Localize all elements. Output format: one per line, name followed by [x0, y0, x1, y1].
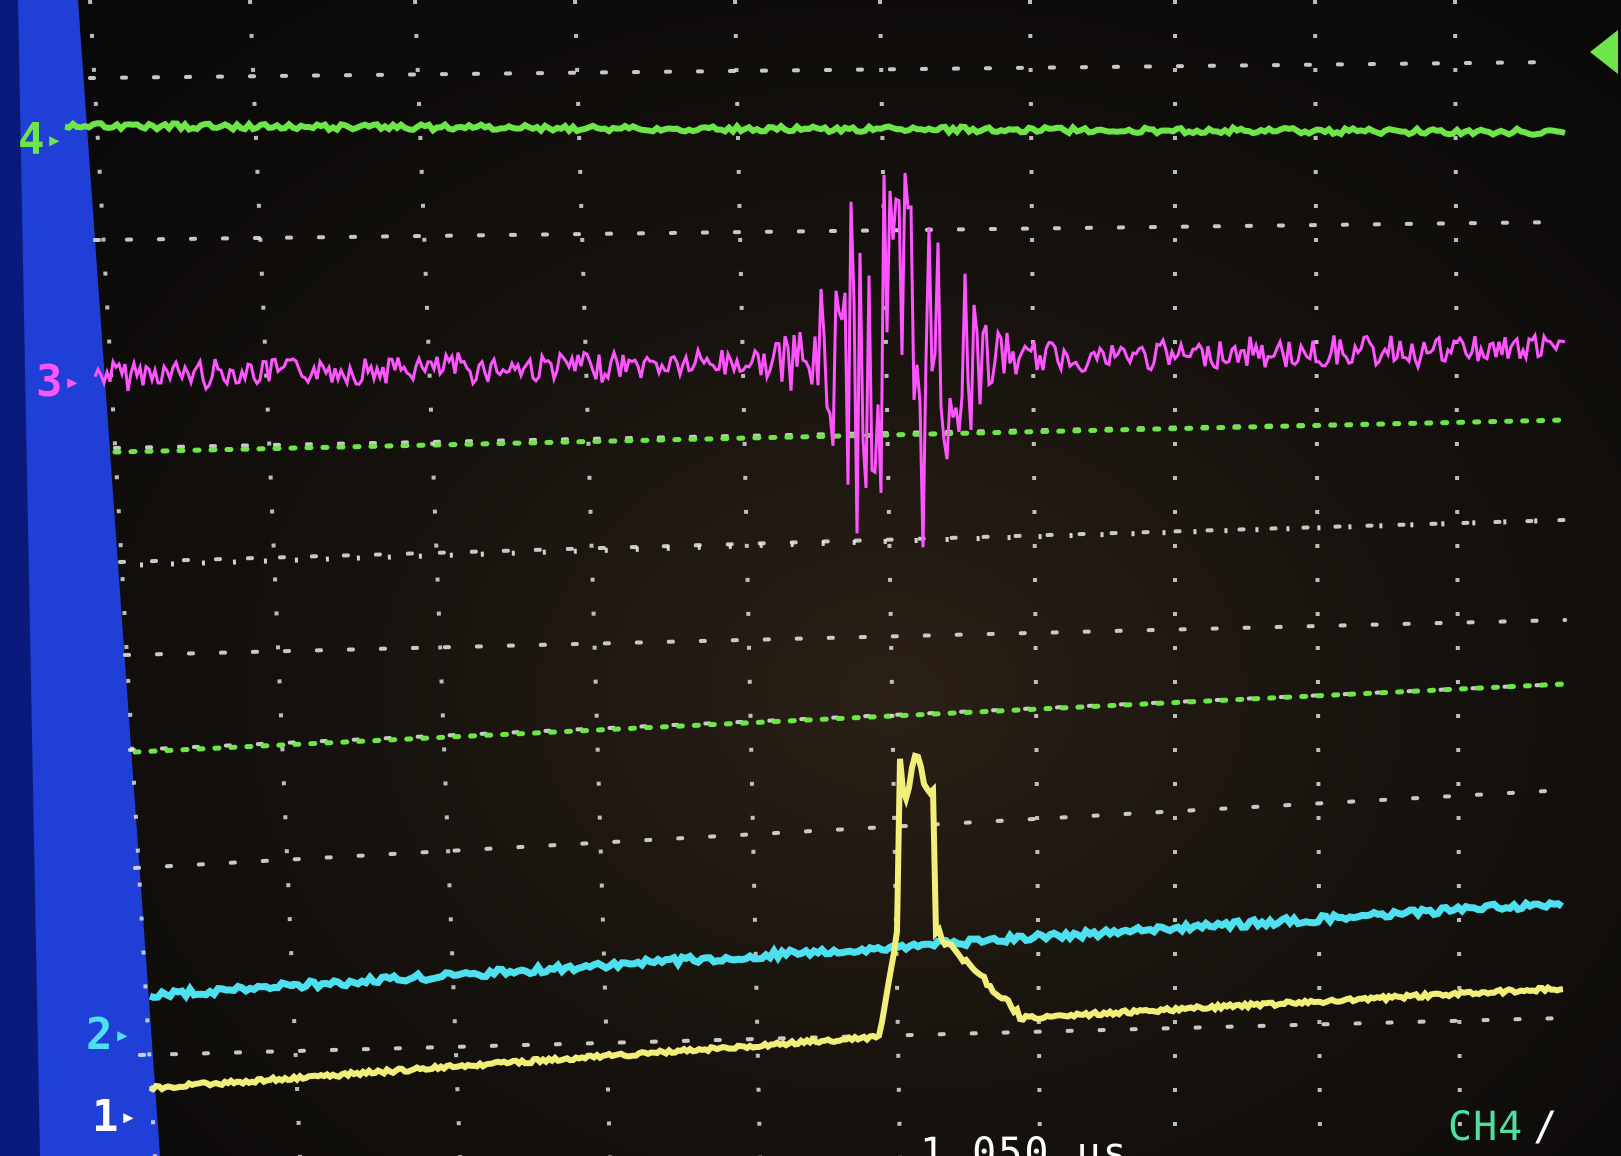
trigger-source: CH4 [1448, 1104, 1523, 1150]
grid-hline-4 [125, 620, 1565, 655]
channel-4-marker[interactable]: 4 ▸ [18, 118, 62, 162]
grid-hline-3 [120, 520, 1565, 562]
waveform-traces [65, 123, 1565, 1089]
grid-hline-1 [95, 222, 1565, 240]
reference-line-upper [115, 420, 1565, 452]
channel-3-marker[interactable]: 3 ▸ [36, 360, 80, 404]
channel-3-trace [95, 173, 1565, 547]
channel-4-trace [65, 123, 1565, 135]
channel-2-arrow-icon: ▸ [115, 1013, 131, 1057]
channel-2-marker[interactable]: 2 ▸ [86, 1013, 130, 1057]
grid-vline-9 [1455, 0, 1460, 1156]
trigger-source-readout: CH4/ [1448, 1104, 1558, 1150]
channel-2-label: 2 [86, 1013, 113, 1057]
channel-4-arrow-icon: ▸ [47, 118, 63, 162]
trigger-slope-icon: / [1533, 1104, 1558, 1150]
channel-3-label: 3 [36, 360, 63, 404]
channel-3-arrow-icon: ▸ [65, 360, 81, 404]
channel-1-trace [150, 756, 1563, 1089]
trigger-level-icon [1590, 30, 1618, 74]
channel-4-label: 4 [18, 118, 45, 162]
grid-center-line [140, 520, 1565, 565]
grid-vline-4 [735, 0, 760, 1156]
grid-vline-3 [575, 0, 610, 1156]
channel-1-label: 1 [92, 1095, 119, 1139]
channel-1-marker[interactable]: 1 ▸ [92, 1095, 136, 1139]
channel-2-trace [150, 903, 1562, 998]
grid-hline-6 [135, 790, 1565, 868]
reference-line-lower [135, 684, 1565, 752]
channel-1-arrow-icon: ▸ [121, 1095, 137, 1139]
grid-hline-0 [90, 62, 1560, 78]
time-position-readout: 1.050 us [920, 1130, 1129, 1156]
grid-vline-8 [1315, 0, 1320, 1156]
grid-vline-6 [1030, 0, 1040, 1156]
